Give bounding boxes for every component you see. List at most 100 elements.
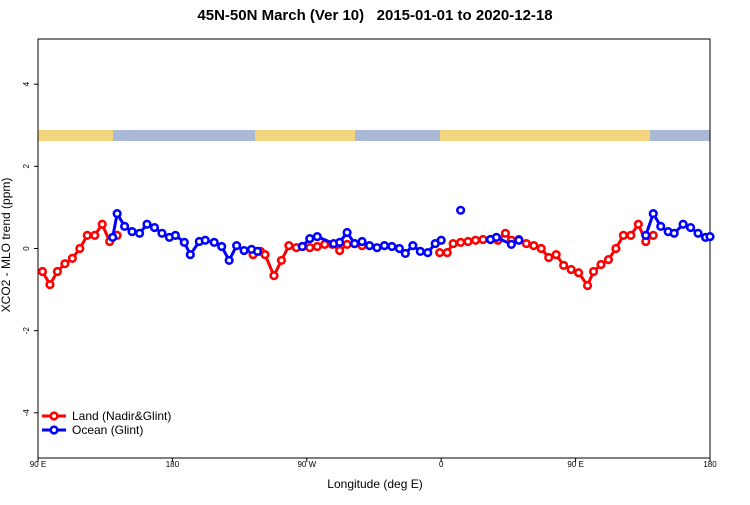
data-point: [149, 222, 160, 233]
data-point: [436, 235, 446, 245]
data-point: [364, 241, 375, 251]
data-point: [45, 280, 55, 290]
data-point: [252, 246, 263, 256]
data-point: [335, 245, 345, 256]
data-point: [442, 248, 452, 258]
data-point: [536, 243, 546, 254]
data-point: [284, 241, 294, 251]
data-point: [127, 227, 137, 237]
data-point: [224, 255, 234, 266]
data-point: [37, 266, 48, 277]
data-point: [179, 237, 189, 247]
data-point: [529, 241, 539, 251]
data-point: [656, 221, 666, 231]
data-point: [641, 230, 651, 240]
data-point: [603, 254, 614, 265]
data-point: [239, 245, 249, 256]
data-point: [669, 228, 679, 238]
data-point: [415, 246, 425, 256]
data-point: [387, 241, 397, 252]
data-point: [232, 241, 242, 251]
data-point: [217, 241, 227, 252]
data-point: [514, 235, 524, 245]
data-point: [90, 230, 100, 240]
data-point: [566, 264, 576, 275]
data-point: [521, 238, 531, 249]
data-point: [463, 236, 473, 247]
y-tick-label: 0: [22, 246, 31, 251]
data-point: [200, 235, 210, 245]
legend-label: Ocean (Glint): [72, 423, 143, 437]
data-point: [500, 228, 511, 238]
data-point: [478, 234, 488, 245]
chart-title: 45N-50N March (Ver 10) 2015-01-01 to 202…: [197, 7, 552, 24]
data-point: [297, 241, 307, 252]
data-point: [342, 239, 352, 249]
data-point: [551, 250, 561, 260]
data-point: [142, 219, 152, 229]
data-point: [209, 237, 219, 247]
data-point: [157, 228, 167, 238]
data-point: [75, 243, 85, 254]
legend-marker: [49, 425, 59, 435]
data-point: [456, 237, 466, 247]
data-point: [312, 241, 322, 252]
data-point: [470, 235, 481, 245]
data-point: [357, 236, 367, 247]
data-point: [685, 222, 696, 233]
data-point: [573, 268, 584, 278]
data-point: [112, 208, 122, 219]
y-tick-label: 2: [22, 164, 31, 169]
legend-marker: [49, 411, 59, 421]
data-point: [506, 239, 516, 249]
x-tick-label: 180: [703, 460, 717, 469]
data-point: [379, 241, 390, 251]
x-tick-label: 180: [166, 460, 180, 469]
data-point: [185, 250, 195, 260]
data-point: [408, 241, 418, 251]
data-point: [108, 232, 118, 243]
data-point: [260, 250, 270, 260]
data-point: [372, 243, 382, 253]
data-point: [423, 248, 433, 258]
data-point: [678, 219, 688, 229]
data-point: [312, 231, 322, 242]
data-point: [276, 255, 287, 266]
data-point: [633, 219, 643, 229]
data-point: [648, 230, 658, 240]
x-tick-label: 0: [439, 460, 444, 469]
data-point: [559, 260, 569, 270]
y-tick-label: 4: [22, 81, 31, 86]
data-point: [349, 238, 360, 249]
data-point: [170, 230, 180, 240]
data-point: [648, 208, 658, 219]
y-tick-label: -2: [22, 327, 31, 335]
data-point: [97, 219, 107, 229]
data-point: [611, 243, 621, 254]
map-strip: [38, 130, 710, 141]
data-point: [269, 271, 279, 281]
x-tick-label: 90 E: [30, 460, 46, 469]
data-point: [544, 252, 554, 263]
data-point: [342, 227, 352, 238]
data-point: [705, 231, 715, 242]
data-point: [120, 221, 130, 231]
data-point: [618, 230, 628, 240]
data-point: [400, 248, 410, 259]
data-point: [67, 253, 77, 263]
data-point: [626, 230, 636, 240]
data-point: [435, 248, 445, 258]
data-point: [60, 259, 70, 269]
legend-label: Land (Nadir&Glint): [72, 409, 171, 423]
data-point: [305, 243, 315, 253]
data-point: [588, 266, 599, 277]
x-axis-label: Longitude (deg E): [327, 477, 422, 491]
y-tick-label: -4: [22, 409, 31, 417]
data-point: [491, 232, 502, 243]
data-point: [335, 237, 345, 247]
x-tick-label: 90 E: [567, 460, 583, 469]
data-point: [596, 259, 606, 270]
data-point: [52, 266, 63, 277]
data-point: [82, 230, 92, 240]
